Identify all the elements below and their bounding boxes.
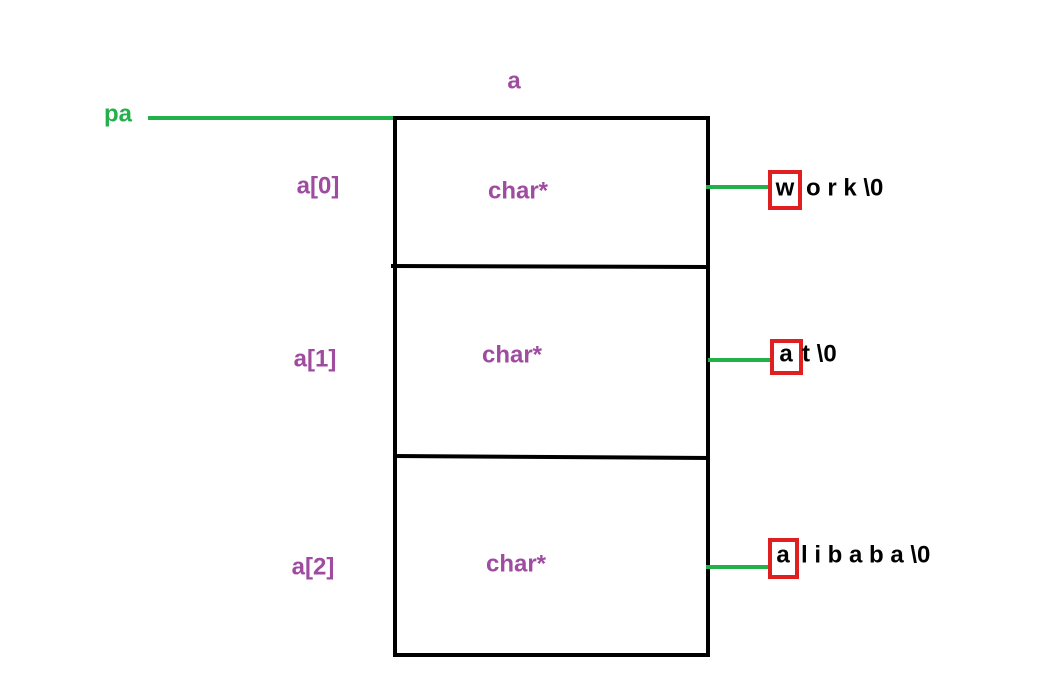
row-divider <box>392 454 711 460</box>
pointer-name: pa <box>104 100 133 127</box>
index-label: a[1] <box>294 345 337 372</box>
first-char-box <box>768 170 802 210</box>
type-label: char* <box>488 177 549 204</box>
string-rest: t \0 <box>802 340 837 367</box>
type-label: char* <box>482 341 543 368</box>
first-char-box <box>770 339 803 375</box>
first-char-box <box>768 538 799 579</box>
string-first-char: a <box>776 541 790 568</box>
index-label: a[2] <box>292 553 335 580</box>
string-rest: l i b a b a \0 <box>801 541 930 568</box>
string-rest: o r k \0 <box>806 174 883 201</box>
array-name: a <box>507 67 521 94</box>
string-first-char: a <box>779 340 793 367</box>
index-label: a[0] <box>297 172 340 199</box>
row-divider <box>390 264 709 269</box>
string-first-char: w <box>775 174 795 201</box>
type-label: char* <box>486 550 547 577</box>
array-box <box>393 116 710 657</box>
